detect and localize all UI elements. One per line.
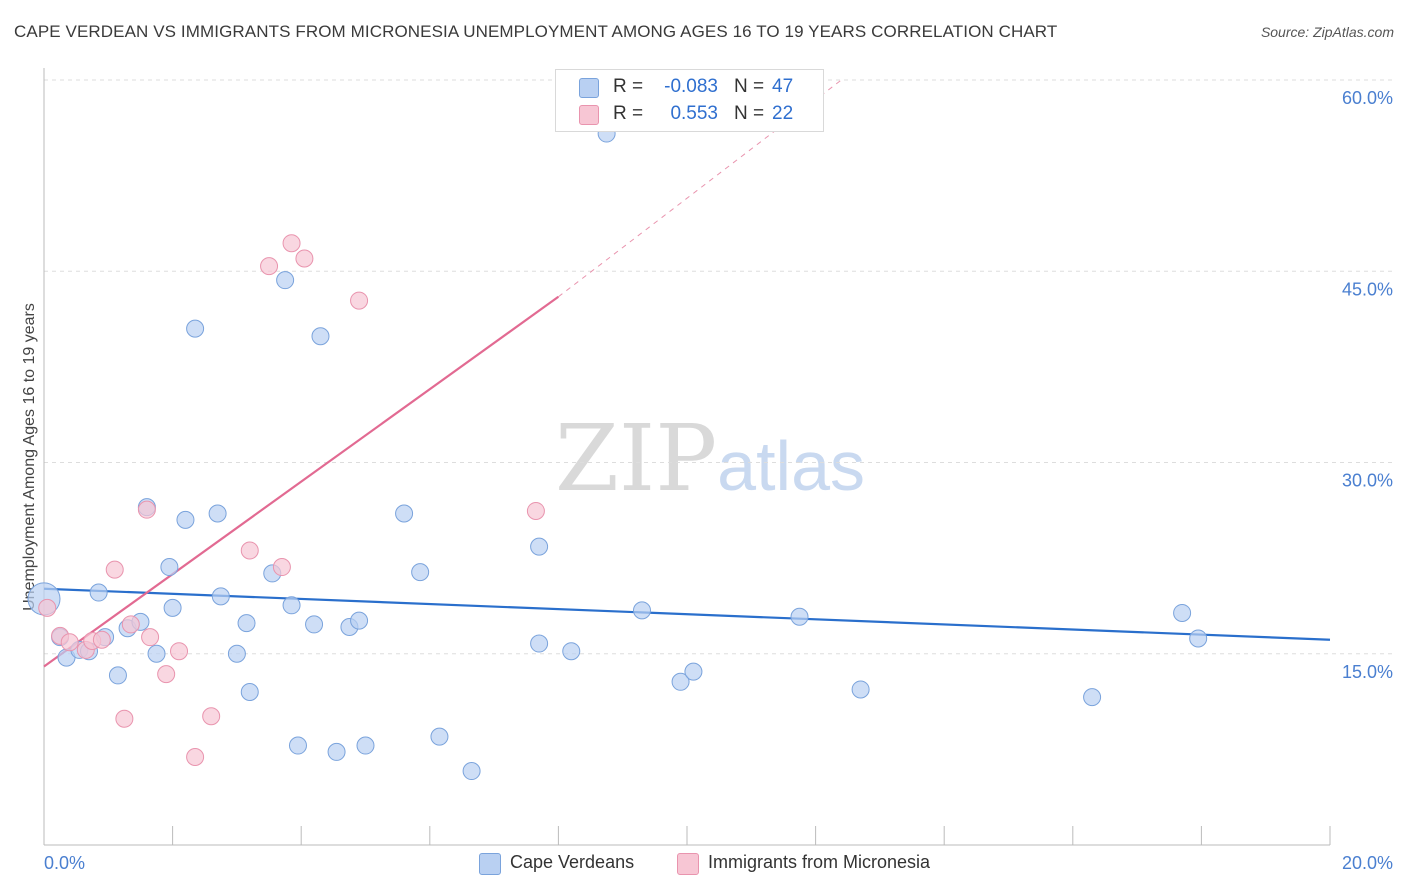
series-legend: Cape Verdeans Immigrants from Micronesia (0, 852, 1406, 878)
cape-verdean-point (671, 672, 690, 691)
micronesia-point (121, 615, 140, 634)
cape-verdean-point (240, 683, 259, 701)
cape-verdean-point (208, 504, 227, 523)
micronesia-point (272, 558, 291, 577)
watermark-atlas: atlas (717, 427, 866, 505)
cape-verdean-point (356, 736, 375, 755)
micronesia-point (38, 598, 57, 617)
cape-verdean-point (211, 587, 230, 606)
cape-verdean-point (160, 558, 179, 577)
micronesia-point (170, 642, 189, 661)
watermark: ZIPatlas (555, 405, 865, 512)
x-tick-label: 0.0% (44, 853, 85, 873)
axes (43, 68, 1331, 846)
cape-verdean-point (1189, 629, 1208, 648)
micronesia-point (240, 541, 259, 560)
legend-label: Immigrants from Micronesia (708, 852, 931, 872)
cape-verdean-point (851, 680, 870, 699)
micronesia-point (260, 257, 279, 276)
micronesia-point (141, 628, 160, 647)
cape-verdean-point (1083, 688, 1102, 707)
grid-lines (44, 79, 1395, 655)
micronesia-point (202, 707, 221, 726)
cape-verdean-point (311, 327, 330, 346)
cape-verdean-point (790, 607, 809, 626)
cape-verdean-point (276, 271, 295, 290)
cape-verdean-point (237, 614, 256, 633)
chart-title: CAPE VERDEAN VS IMMIGRANTS FROM MICRONES… (14, 22, 1058, 41)
pink-swatch-icon (579, 105, 599, 125)
legend-row-micronesia: R = 0.553 N = 22 (556, 101, 823, 127)
micronesia-point (60, 633, 79, 652)
micronesia-point (115, 709, 134, 728)
cape-verdean-point (305, 615, 324, 634)
n-value: 47 (772, 76, 794, 97)
y-tick-label: 60.0% (1342, 88, 1393, 108)
cape-verdean-point (684, 662, 703, 681)
cape-verdean-point (562, 642, 581, 661)
trend-lines (43, 79, 1331, 668)
r-value: 0.553 (670, 103, 718, 124)
legend-label: Cape Verdeans (510, 852, 635, 872)
r-label: R = (613, 76, 644, 97)
cape-verdean-point (227, 644, 246, 663)
cape-verdean-point (89, 583, 108, 602)
micronesia-point (105, 560, 124, 579)
pink-swatch-icon (677, 853, 699, 875)
cape-verdean-point (163, 598, 182, 617)
cape-verdean-point (288, 736, 307, 755)
cape-verdean-trend-line (43, 587, 1331, 641)
cape-verdean-point (395, 504, 414, 523)
micronesia-point (186, 748, 205, 767)
cape-verdean-point (176, 510, 195, 529)
tick-labels: 15.0% 30.0% 45.0% 60.0% 0.0% 20.0% (44, 88, 1393, 873)
blue-swatch-icon (579, 78, 599, 98)
cape-verdean-point (632, 601, 651, 620)
micronesia-point (137, 500, 156, 519)
n-label: N = (734, 103, 765, 124)
cape-verdean-point (282, 596, 301, 615)
source-label: Source: ZipAtlas.com (1260, 24, 1394, 40)
y-tick-label: 15.0% (1342, 662, 1393, 682)
micronesia-point (282, 234, 301, 253)
cape-verdean-point (462, 762, 481, 781)
cape-verdean-point (1173, 603, 1192, 622)
x-tick-label: 20.0% (1342, 853, 1393, 873)
legend-row-cape-verdeans: R = -0.083 N = 47 (556, 74, 823, 100)
micronesia-point (92, 630, 111, 649)
micronesia-point (295, 249, 314, 268)
blue-swatch-icon (479, 853, 501, 875)
cape-verdean-point (327, 742, 346, 761)
micronesia-trend-line (43, 295, 560, 668)
cape-verdean-point (147, 644, 166, 663)
cape-verdean-point (411, 563, 430, 582)
cape-verdean-point (530, 634, 549, 653)
stats-legend: R = -0.083 N = 47 R = 0.553 N = 22 (555, 69, 824, 132)
r-value: -0.083 (664, 76, 718, 97)
cape-verdean-point (186, 319, 205, 338)
watermark-zip: ZIP (555, 405, 718, 512)
micronesia-point (157, 665, 176, 684)
n-label: N = (734, 76, 765, 97)
micronesia-point (350, 291, 369, 310)
y-tick-label: 30.0% (1342, 471, 1393, 491)
cape-verdean-point (530, 537, 549, 556)
y-tick-label: 45.0% (1342, 279, 1393, 299)
cape-verdean-point (108, 666, 127, 685)
n-value: 22 (772, 103, 794, 124)
micronesia-point (526, 501, 545, 520)
data-points (27, 124, 1208, 781)
r-label: R = (613, 103, 644, 124)
cape-verdean-point (350, 611, 369, 630)
cape-verdean-point (430, 727, 449, 746)
